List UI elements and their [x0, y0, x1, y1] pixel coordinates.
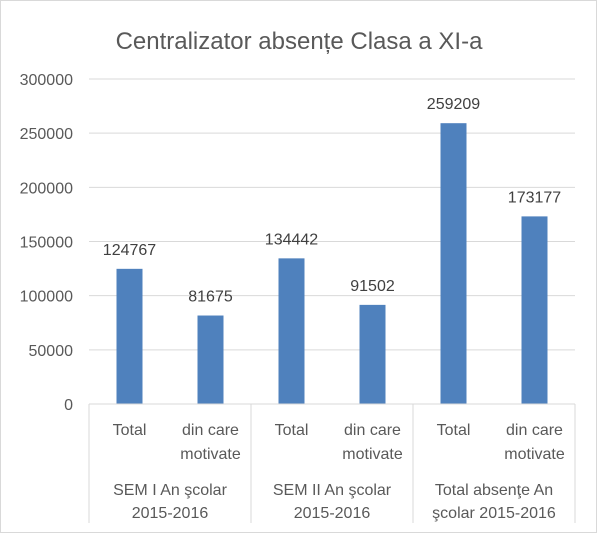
x-group-label: Total absenţe An — [435, 482, 553, 499]
data-label: 173177 — [508, 189, 561, 206]
bars — [116, 123, 548, 404]
x-category-label: motivate — [180, 446, 241, 463]
bar — [197, 315, 224, 404]
y-tick-label: 50000 — [29, 343, 74, 360]
x-category-label: motivate — [342, 446, 403, 463]
data-label: 134442 — [265, 231, 318, 248]
bar — [521, 216, 548, 404]
data-label: 124767 — [103, 242, 156, 259]
chart-title: Centralizator absențe Clasa a XI-a — [116, 28, 484, 55]
x-category-label: Total — [437, 422, 471, 439]
x-axis: Total din care motivate SEM I An şcolar 2015… — [88, 403, 576, 523]
bar — [278, 258, 305, 404]
gridlines — [89, 78, 575, 351]
data-label: 259209 — [427, 96, 480, 113]
x-group-label: 2015-2016 — [294, 505, 371, 522]
y-tick-label: 300000 — [20, 72, 73, 89]
bar — [359, 304, 386, 404]
y-tick-label: 100000 — [20, 289, 73, 306]
y-tick-label: 0 — [64, 397, 73, 414]
x-group-label: SEM II An şcolar — [273, 482, 392, 499]
x-group-label: 2015-2016 — [132, 505, 209, 522]
y-tick-label: 150000 — [20, 235, 73, 252]
x-category-label: motivate — [504, 446, 565, 463]
x-category-label: Total — [275, 422, 309, 439]
y-axis-ticks: 0 50000 100000 150000 200000 250000 300000 — [20, 72, 73, 414]
x-category-label: din care — [506, 422, 563, 439]
y-tick-label: 250000 — [20, 126, 73, 143]
data-label: 81675 — [188, 289, 233, 306]
x-category-label: din care — [182, 422, 239, 439]
data-labels: 124767 81675 134442 91502 259209 173177 — [103, 96, 561, 305]
x-category-label: din care — [344, 422, 401, 439]
y-tick-label: 200000 — [20, 180, 73, 197]
x-group-label: şcolar 2015-2016 — [432, 505, 556, 522]
data-label: 91502 — [350, 278, 395, 295]
x-group-label: SEM I An şcolar — [113, 482, 227, 499]
x-category-label: Total — [113, 422, 147, 439]
bar — [116, 268, 143, 404]
bar — [440, 123, 467, 404]
